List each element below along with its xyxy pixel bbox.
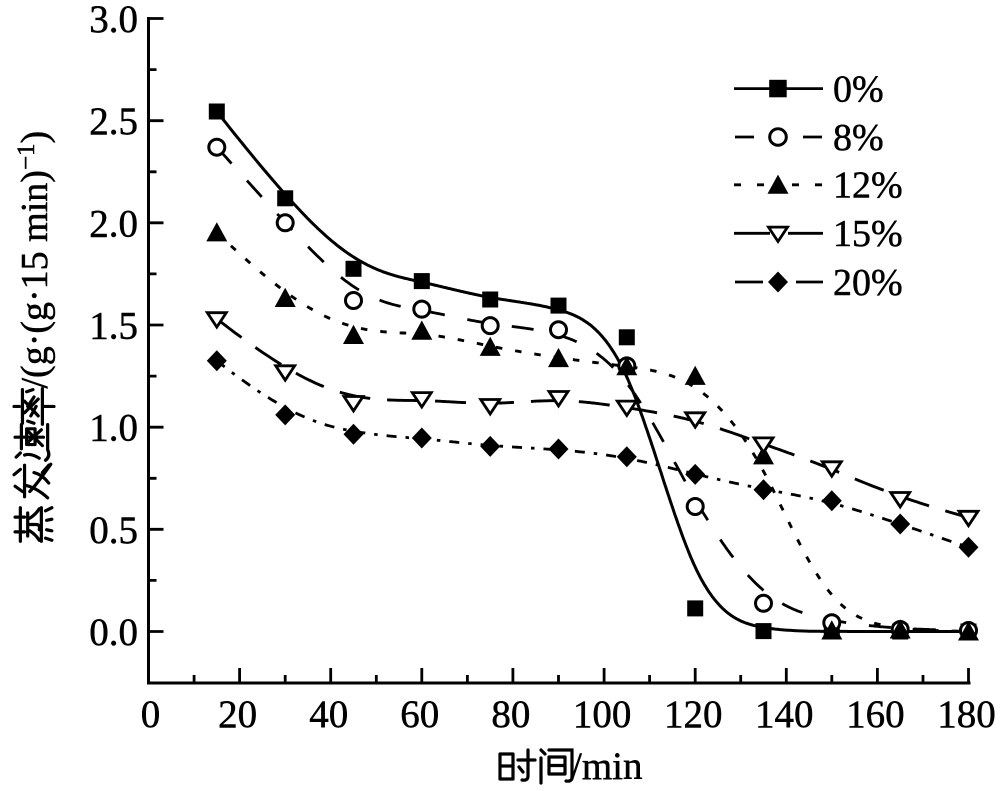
svg-text:0: 0 — [141, 693, 161, 736]
svg-text:80: 80 — [491, 693, 530, 736]
svg-text:40: 40 — [309, 693, 348, 736]
svg-text:3.0: 3.0 — [89, 0, 138, 41]
svg-text:0.5: 0.5 — [89, 509, 138, 552]
svg-text:15%: 15% — [833, 213, 903, 255]
svg-text:0.0: 0.0 — [89, 611, 138, 654]
svg-text:8%: 8% — [833, 117, 884, 159]
svg-text:1.5: 1.5 — [89, 305, 138, 348]
svg-text:/(g·(g·15 min)−1): /(g·(g·15 min)−1) — [13, 131, 56, 389]
svg-text:0%: 0% — [833, 68, 884, 110]
svg-text:2.0: 2.0 — [89, 202, 138, 245]
svg-text:2.5: 2.5 — [89, 100, 138, 143]
svg-text:20: 20 — [218, 693, 257, 736]
svg-text:120: 120 — [664, 693, 723, 736]
svg-text:160: 160 — [846, 693, 905, 736]
svg-text:140: 140 — [755, 693, 814, 736]
svg-text:180: 180 — [937, 693, 996, 736]
svg-text:1.0: 1.0 — [89, 407, 138, 450]
svg-text:20%: 20% — [833, 262, 903, 304]
svg-text:100: 100 — [573, 693, 632, 736]
svg-text:/min: /min — [571, 745, 643, 788]
svg-text:60: 60 — [400, 693, 439, 736]
svg-text:12%: 12% — [833, 165, 903, 207]
